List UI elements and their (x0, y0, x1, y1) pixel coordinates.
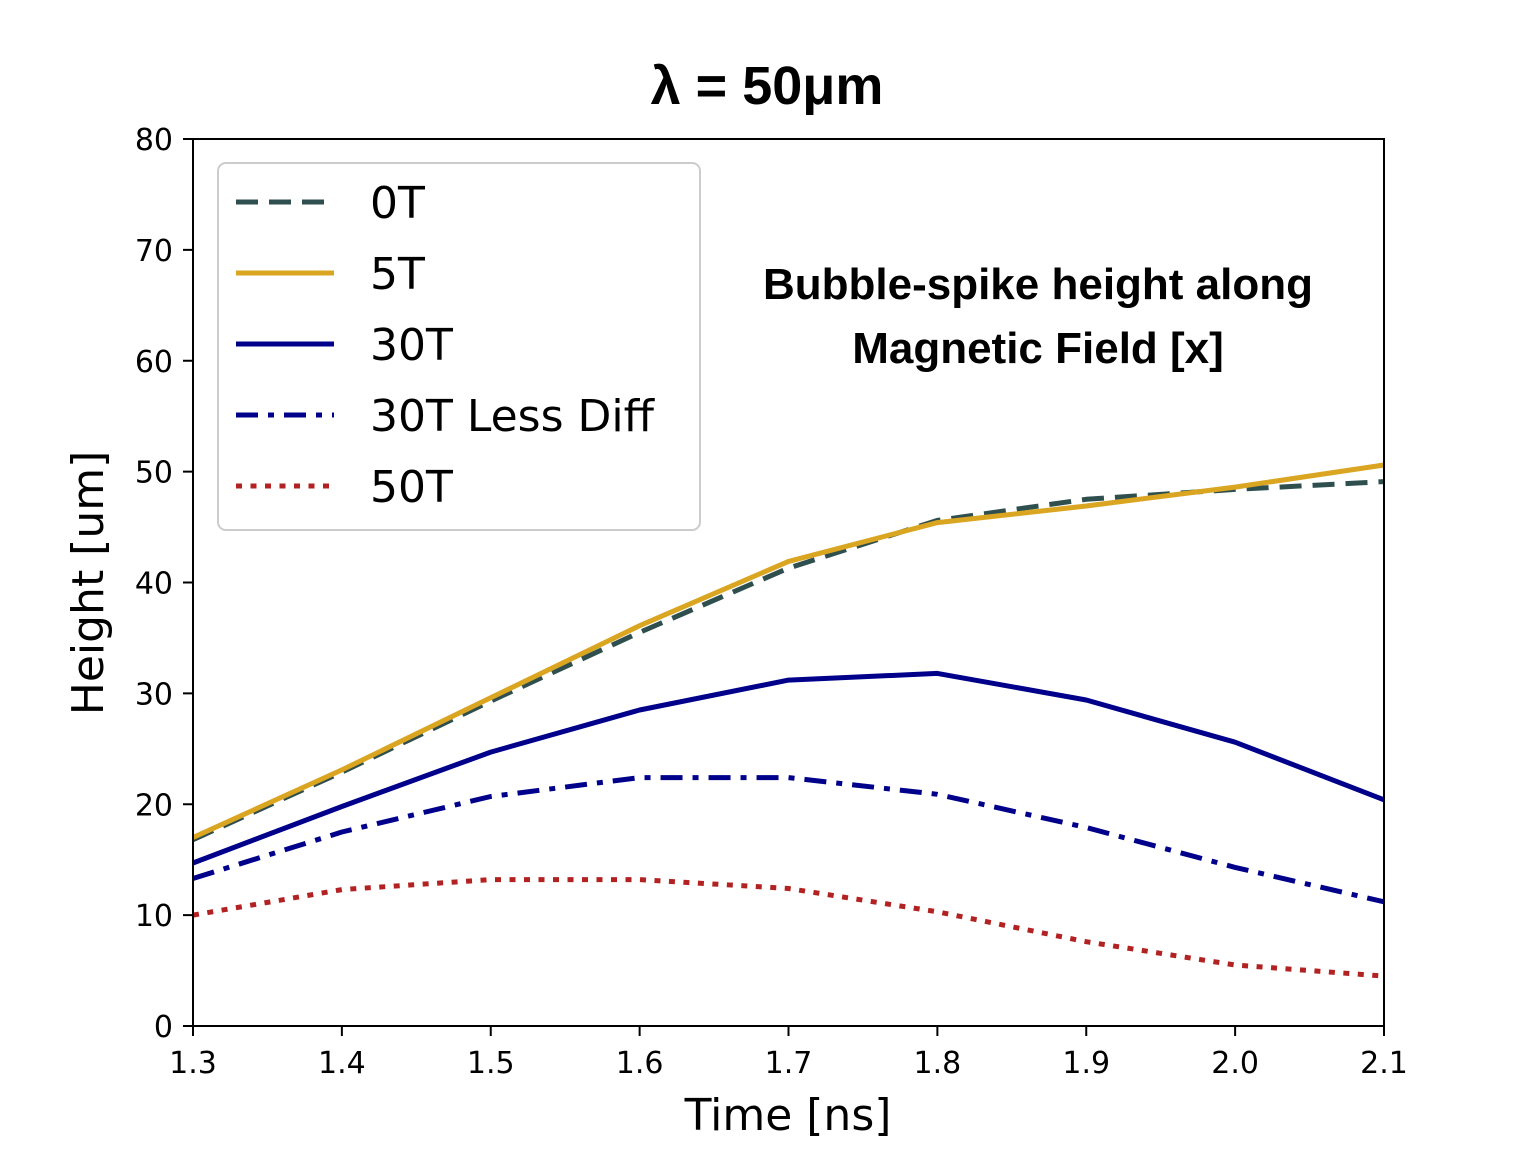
annotation-line-1: Bubble-spike height along (763, 260, 1313, 309)
y-tick-label: 0 (154, 1010, 173, 1045)
series-lines (191, 462, 1385, 979)
axis-ticks: 1.3 1.4 1.5 1.6 1.7 1.8 1.9 2.0 2.1 0 10 20 30 40 50 60… (135, 123, 1408, 1081)
legend-label-2: 30T (370, 320, 453, 371)
x-tick-label: 1.3 (169, 1046, 217, 1081)
y-tick-label: 20 (135, 788, 173, 823)
y-tick-label: 40 (135, 567, 173, 602)
x-tick-label: 1.5 (467, 1046, 515, 1081)
series-line-0 (191, 479, 1385, 842)
y-tick-label: 50 (135, 456, 173, 491)
y-tick-label: 30 (135, 677, 173, 712)
legend-label-4: 50T (370, 462, 453, 513)
series-line-4 (192, 877, 1385, 979)
x-tick-label: 1.8 (914, 1046, 962, 1081)
y-tick-label: 70 (135, 234, 173, 269)
legend: 0T 5T 30T 30T Less Diff 50T (217, 162, 701, 531)
series-line-1 (191, 462, 1385, 840)
x-tick-label: 1.6 (616, 1046, 664, 1081)
legend-label-0: 0T (370, 178, 425, 229)
x-tick-label: 1.7 (765, 1046, 813, 1081)
legend-label-1: 5T (370, 249, 425, 300)
series-line-3 (192, 775, 1385, 905)
x-tick-label: 2.0 (1211, 1046, 1259, 1081)
y-axis-label: Height [um] (63, 451, 114, 716)
x-tick-label: 1.9 (1062, 1046, 1110, 1081)
legend-box (217, 162, 701, 531)
x-tick-label: 2.1 (1360, 1046, 1408, 1081)
chart-title: λ = 50μm (651, 56, 884, 116)
legend-label-3: 30T Less Diff (370, 391, 656, 442)
series-line-2 (192, 670, 1385, 866)
y-tick-label: 60 (135, 345, 173, 380)
x-tick-label: 1.4 (318, 1046, 366, 1081)
y-tick-label: 80 (135, 123, 173, 158)
x-axis-label: Time [ns] (684, 1090, 892, 1141)
annotation-line-2: Magnetic Field [x] (852, 324, 1224, 373)
y-tick-label: 10 (135, 899, 173, 934)
